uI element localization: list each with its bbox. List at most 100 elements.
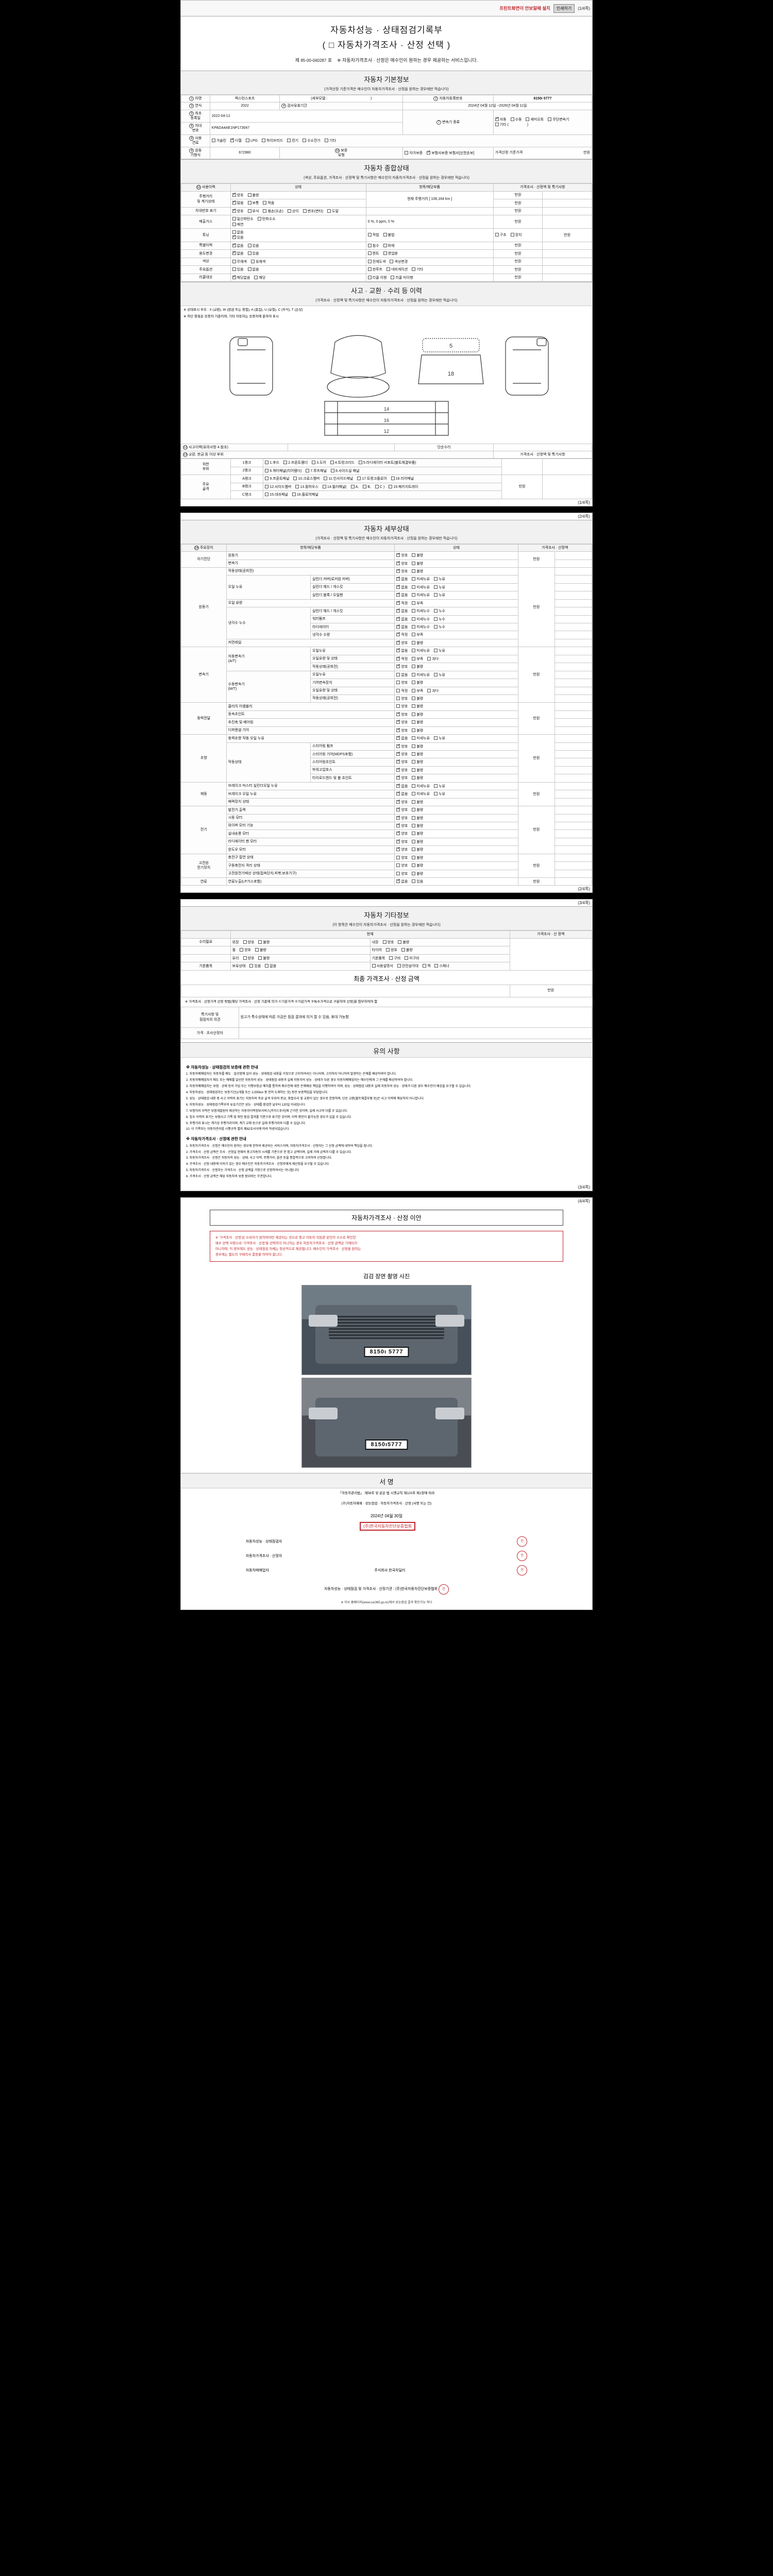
state-options[interactable]: 적정 부족 xyxy=(394,631,518,639)
option-d6-5-0[interactable]: 양호 xyxy=(396,846,408,852)
rank-items[interactable]: 15.대쉬패널 16.플로어패널 xyxy=(263,490,502,499)
checkbox-icon[interactable] xyxy=(257,217,261,221)
state-line[interactable]: 있음 xyxy=(232,234,364,240)
option-d7-0-1[interactable]: 불량 xyxy=(412,855,423,860)
checkbox-icon[interactable] xyxy=(412,863,416,868)
option-d2-1-1[interactable]: 부족 xyxy=(412,656,423,662)
checkbox-icon[interactable] xyxy=(263,209,267,213)
checkbox-icon[interactable] xyxy=(396,623,400,629)
checkbox-icon[interactable] xyxy=(265,964,269,968)
state-options[interactable]: 양호 불량 xyxy=(394,663,518,671)
part-option[interactable]: 6.쿼터패널(리어휀다) xyxy=(265,468,301,473)
checkbox-icon[interactable] xyxy=(232,242,236,248)
state-options[interactable]: 양호 불량 xyxy=(394,567,518,576)
option-ovi6-0[interactable]: 전체도색 xyxy=(367,259,385,264)
option-ovi4-0[interactable]: 침수 xyxy=(367,243,379,248)
checkbox-icon[interactable] xyxy=(398,940,402,944)
option-d1-1-2[interactable]: 누유 xyxy=(434,577,445,582)
rank-items[interactable]: 6.쿼터패널(리어휀다) 7.루프패널 8.사이드실 패널 xyxy=(263,466,502,476)
option-d2-4-0[interactable]: 양호 xyxy=(396,680,408,685)
checkbox-icon[interactable] xyxy=(240,948,244,952)
checkbox-icon[interactable] xyxy=(396,616,400,621)
state-options[interactable]: 없음 미세누유 누유 xyxy=(394,670,518,680)
state-options[interactable]: 양호 불량 xyxy=(394,694,518,703)
state-options[interactable]: 양호 불량 xyxy=(394,774,518,783)
state-options[interactable]: 양호 불량 xyxy=(394,742,518,751)
checkbox-icon[interactable] xyxy=(412,712,416,716)
option-ovm3-1[interactable]: 불법 xyxy=(383,232,394,238)
checkbox-icon[interactable] xyxy=(350,484,355,488)
option-ov0-0-1[interactable]: 불량 xyxy=(247,193,259,198)
part-option[interactable]: 19.패키지트레이 xyxy=(389,484,418,489)
option-d4-1-1[interactable]: 불량 xyxy=(412,744,423,749)
checkbox-icon[interactable] xyxy=(412,633,416,637)
option-d2-0-0[interactable]: 없음 xyxy=(396,647,408,653)
option-o3-0-0[interactable]: 있음 xyxy=(249,963,261,969)
checkbox-icon[interactable] xyxy=(389,956,393,960)
state-options[interactable]: 없음 있음 xyxy=(394,877,518,886)
checkbox-icon[interactable] xyxy=(412,561,416,565)
option-ovi3-0[interactable]: 구조 xyxy=(495,232,507,238)
checkbox-icon[interactable] xyxy=(412,553,416,557)
checkbox-icon[interactable] xyxy=(358,461,362,465)
checkbox-icon[interactable] xyxy=(396,799,400,804)
checkbox-icon[interactable] xyxy=(427,656,431,660)
option-ovi7-1[interactable]: 네비게이션 xyxy=(386,267,408,272)
option-d1-3-1[interactable]: 미세누유 xyxy=(412,592,430,598)
state-line[interactable]: 매연 xyxy=(232,222,364,227)
option-o0-0-1[interactable]: 불량 xyxy=(258,940,270,945)
state-options[interactable]: 양호 불량 xyxy=(394,837,518,846)
option-ov7-0-0[interactable]: 있음 xyxy=(232,267,244,272)
option-d5-1-2[interactable]: 누유 xyxy=(434,791,445,796)
row-state[interactable]: 일산화탄소 탄화수소 매연 xyxy=(230,215,366,229)
checkbox-icon[interactable] xyxy=(367,251,372,256)
option-warranty-1[interactable]: 보험사보증 보험사[신한손보] xyxy=(427,149,474,156)
checkbox-icon[interactable] xyxy=(295,484,299,488)
checkbox-icon[interactable] xyxy=(412,816,416,820)
checkbox-icon[interactable] xyxy=(255,948,259,952)
checkbox-icon[interactable] xyxy=(258,940,262,944)
checkbox-icon[interactable] xyxy=(412,585,416,589)
option-ovi5-1[interactable]: 영업용 xyxy=(383,251,398,256)
state-line[interactable]: 있음 없음 xyxy=(232,267,364,272)
checkbox-icon[interactable] xyxy=(397,964,401,968)
checkbox-icon[interactable] xyxy=(412,784,416,788)
option-d4-0-0[interactable]: 없음 xyxy=(396,735,408,741)
option-d5-0-1[interactable]: 미세누유 xyxy=(412,784,430,789)
option-o3-0-1[interactable]: 없음 xyxy=(265,963,276,969)
option-o2-0-0[interactable]: 양호 xyxy=(243,956,254,961)
option-d3-1-0[interactable]: 양호 xyxy=(396,711,408,717)
checkbox-icon[interactable] xyxy=(396,790,400,796)
part-option[interactable]: 13.휠하우스 xyxy=(295,484,318,489)
option-d1-7-1[interactable]: 미세누수 xyxy=(412,624,430,630)
part-option[interactable]: 3.도어 xyxy=(312,460,326,465)
part-option[interactable]: 16.플로어패널 xyxy=(292,492,318,497)
checkbox-icon[interactable] xyxy=(412,617,416,621)
option-ovi5-0[interactable]: 렌트 xyxy=(367,251,379,256)
checkbox-icon[interactable] xyxy=(327,209,331,213)
checkbox-icon[interactable] xyxy=(265,477,269,481)
state-options[interactable]: 양호 불량 xyxy=(394,718,518,727)
checkbox-icon[interactable] xyxy=(367,233,372,237)
checkbox-icon[interactable] xyxy=(287,138,291,142)
option-d4-2-0[interactable]: 양호 xyxy=(396,751,408,757)
checkbox-icon[interactable] xyxy=(396,855,400,859)
option-d1-3-0[interactable]: 없음 xyxy=(396,591,408,598)
option-d2-1-2[interactable]: 과다 xyxy=(427,656,439,662)
checkbox-icon[interactable] xyxy=(262,138,266,142)
checkbox-icon[interactable] xyxy=(232,217,236,221)
state-options[interactable]: 양호 불량 xyxy=(394,758,518,767)
checkbox-icon[interactable] xyxy=(389,484,393,488)
option-d6-5-1[interactable]: 불량 xyxy=(412,847,423,852)
part-option[interactable]: 8.사이드실 패널 xyxy=(331,468,359,473)
checkbox-icon[interactable] xyxy=(412,768,416,772)
checkbox-icon[interactable] xyxy=(396,696,400,700)
checkbox-icon[interactable] xyxy=(434,585,438,589)
checkbox-icon[interactable] xyxy=(247,243,251,247)
row-state[interactable]: 있음 없음 xyxy=(230,265,366,274)
state-options[interactable]: 적정 부족 과다 xyxy=(394,686,518,695)
checkbox-icon[interactable] xyxy=(434,649,438,653)
other-group[interactable]: 사용설명서 안전삼각대 잭 스패너 xyxy=(369,962,510,971)
accident-history-options[interactable] xyxy=(288,443,395,452)
